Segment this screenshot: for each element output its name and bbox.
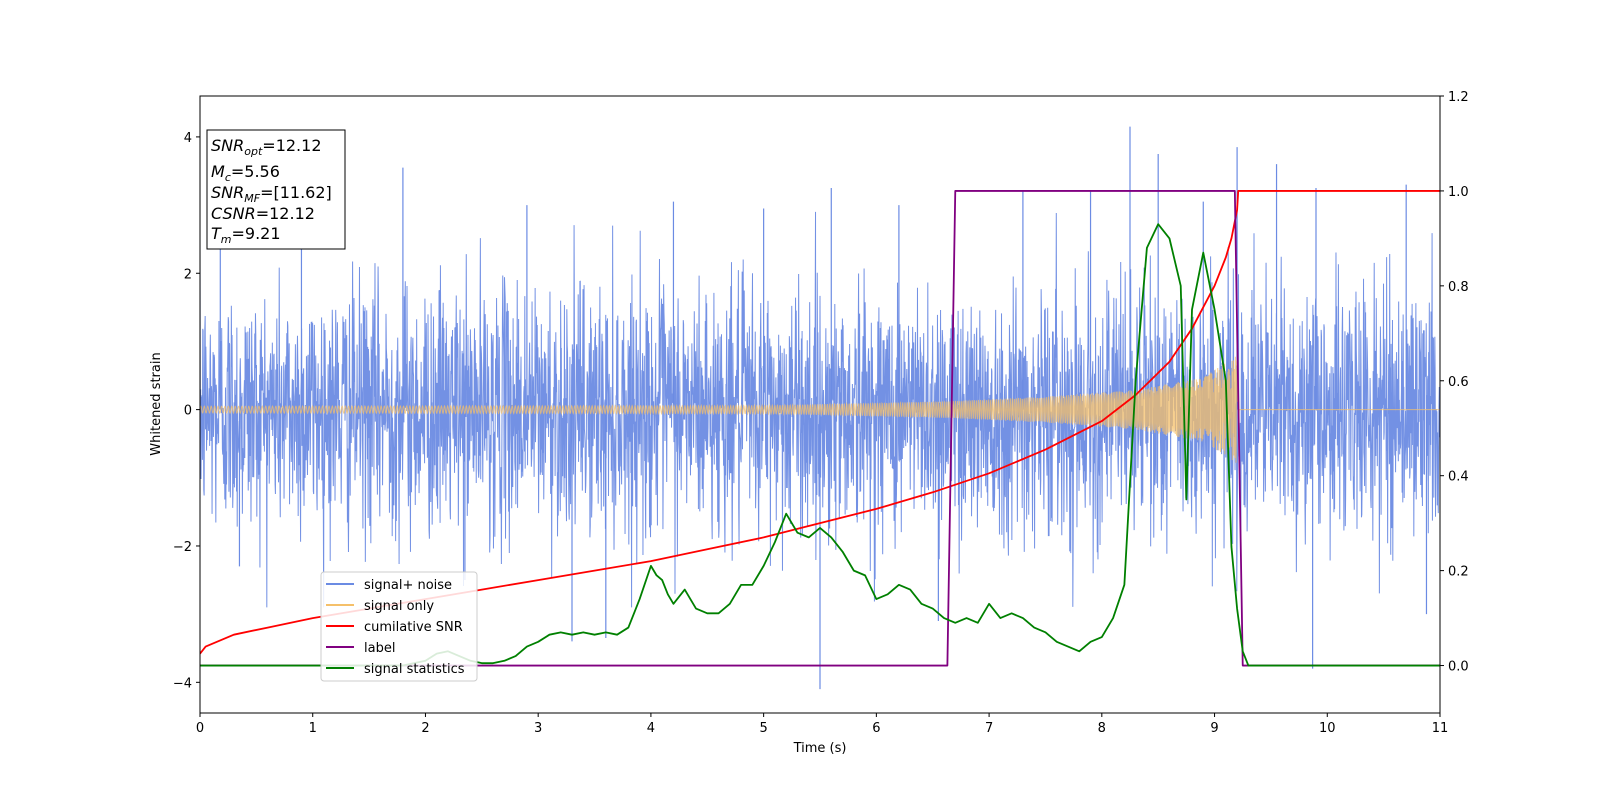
signal-only-line (200, 356, 1440, 463)
x-tick-label: 6 (872, 721, 880, 736)
signal-statistics-line (200, 223, 1440, 667)
y-right-tick-label: 0.0 (1448, 660, 1469, 675)
x-tick-label: 9 (1210, 721, 1218, 736)
legend-label-signal-noise: signal+ noise (364, 578, 452, 593)
x-tick-label: 10 (1319, 721, 1336, 736)
y-left-tick-label: 0 (184, 404, 192, 419)
annotation-tm: Tm=9.21 (211, 224, 281, 246)
x-tick-label: 4 (647, 721, 655, 736)
y-left-tick-label: 4 (184, 131, 192, 146)
x-tick-label: 0 (196, 721, 204, 736)
x-tick-label: 11 (1432, 721, 1449, 736)
annotation-chirp-mass: Mc=5.56 (211, 162, 280, 184)
legend-frame (320, 571, 478, 682)
y-left-tick-label: 2 (184, 267, 192, 282)
x-tick-label: 8 (1098, 721, 1106, 736)
legend-label-label: label (364, 641, 395, 656)
plot-frame (199, 95, 1441, 714)
x-tick-label: 3 (534, 721, 542, 736)
y-right-tick-label: 0.4 (1448, 470, 1469, 485)
y-axis-label: Whitened strain (149, 352, 164, 455)
series-signal-noise (200, 126, 1440, 690)
y-right-tick-label: 0.6 (1448, 375, 1469, 390)
y-right-tick-label: 1.0 (1448, 185, 1469, 200)
legend: signal+ noise signal only cumilative SNR… (320, 571, 478, 682)
y-axis-left: −4 −2 0 2 4 (173, 131, 200, 691)
x-tick-label: 7 (985, 721, 993, 736)
y-axis-right: 0.0 0.2 0.4 0.6 0.8 1.0 1.2 (1440, 90, 1469, 675)
x-axis: 0 1 2 3 4 5 6 7 8 9 10 11 (196, 713, 1448, 736)
annotation-snr-opt: SNRopt=12.12 (211, 136, 322, 158)
y-left-tick-label: −4 (173, 676, 192, 691)
x-tick-label: 2 (421, 721, 429, 736)
annotation-csnr: CSNR=12.12 (211, 204, 315, 223)
series-signal-statistics (200, 223, 1440, 667)
x-tick-label: 5 (759, 721, 767, 736)
y-right-tick-label: 0.8 (1448, 280, 1469, 295)
legend-label-cumulative-snr: cumilative SNR (364, 620, 463, 635)
x-tick-label: 1 (309, 721, 317, 736)
series-signal-only (200, 356, 1440, 463)
annotation-box: SNRopt=12.12 Mc=5.56 SNRMF=[11.62] CSNR=… (206, 129, 346, 250)
signal-noise-line (200, 211, 1440, 608)
legend-label-signal-only: signal only (364, 599, 434, 614)
y-right-tick-label: 1.2 (1448, 90, 1469, 105)
x-axis-label: Time (s) (793, 741, 847, 756)
y-left-tick-label: −2 (173, 540, 192, 555)
annotation-snr-mf: SNRMF=[11.62] (211, 183, 332, 205)
annotation-frame (206, 129, 346, 250)
y-right-tick-label: 0.2 (1448, 565, 1469, 580)
legend-label-signal-statistics: signal statistics (364, 662, 465, 677)
